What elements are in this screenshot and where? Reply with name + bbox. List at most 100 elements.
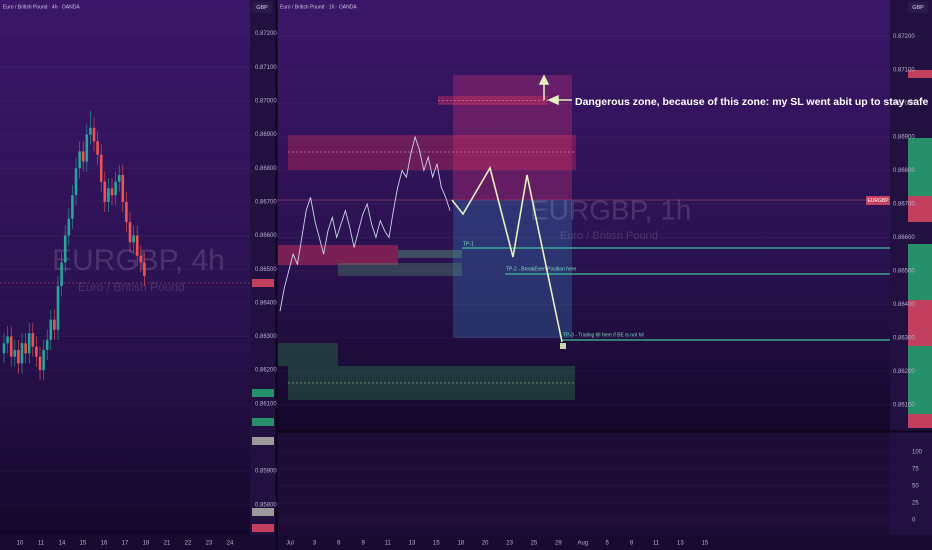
watermark: EURGBP, 1h [530,194,691,225]
y-tick-label: 0.86200 [255,368,277,374]
candle-body [2,343,6,354]
y-tick-label: 0.86500 [893,269,915,275]
candle-body [38,356,42,371]
candle-body [110,188,114,196]
candle-body [35,346,38,357]
y-tick-label: 0.87100 [255,65,277,71]
candle-body [42,349,45,371]
candle-body [114,181,117,196]
price-tag [908,70,932,78]
candle-body [89,127,92,135]
x-tick-label: 15 [433,541,440,547]
y-tick-label: 0.85800 [255,502,277,508]
right-pane [277,0,890,430]
arrow-left [547,94,572,106]
annotation: Dangerous zone, because of this zone: my… [575,96,929,108]
price-tags [252,70,932,532]
y-tick-label: 0.86400 [893,302,915,308]
candle-body [74,168,78,196]
candle-body [85,134,89,162]
watermark-sub: Euro / British Pound [78,280,185,294]
y-tick-label: 0.86900 [255,132,277,138]
candle-body [27,333,31,354]
y-tick-label: 0.86600 [255,233,277,239]
x-tick-label: 10 [17,541,24,547]
candle-body [128,222,132,243]
y-tick-label: 0.86300 [255,334,277,340]
price-tag [908,414,932,428]
candle-body [143,262,146,276]
y-tick-label: 0.87000 [255,99,277,105]
candle-body [121,174,125,202]
price-tag [908,244,932,300]
candle-body [31,333,35,347]
x-tick-label: 6 [337,541,341,547]
candle-body [45,339,49,350]
supply-zone [278,245,398,265]
x-tick-label: 23 [506,541,513,547]
x-tick-label: 20 [482,541,489,547]
candle-body [81,151,85,162]
supply-zone [288,135,576,170]
time-axis [0,535,932,550]
candle-body [6,336,9,344]
x-tick-label: 24 [227,541,234,547]
candle-body [139,255,143,263]
x-tick-label: Aug [577,541,588,547]
target-zone [453,200,572,338]
x-tick-label: 16 [101,541,108,547]
candle-body [117,174,121,182]
x-tick-label: 23 [206,541,213,547]
x-tick-label: 9 [362,541,366,547]
price-tag [908,300,932,346]
price-tag [908,346,932,414]
left-axis [250,0,276,535]
currency-box [908,2,928,13]
candle-body [96,141,99,155]
y-tick-label: 0.86600 [893,235,915,241]
price-tag [252,389,274,397]
candle-body [92,127,96,142]
y-tick-label: 0.87200 [893,34,915,40]
x-tick-label: 18 [143,541,150,547]
price-tag [252,437,274,445]
osc-tick-label: 0 [912,518,916,524]
candle-body [9,336,13,357]
candle-body [99,154,103,182]
x-tick-label: 5 [606,541,610,547]
arrow-up [538,74,550,100]
y-tick-label: 0.86900 [893,135,915,141]
candle-body [107,188,110,202]
x-tick-label: 17 [122,541,129,547]
candle-body [53,319,56,330]
symbol-tag [866,196,890,205]
symbol-tag-text: EURGBP [867,198,889,204]
x-tick-label: 3 [313,541,317,547]
y-tick-label: 0.87200 [255,31,277,37]
y-tick-label: 0.86300 [893,335,915,341]
osc-tick-label: 75 [912,467,919,473]
candle-body [103,181,107,202]
price-tag [252,524,274,532]
x-tick-label: 25 [531,541,538,547]
candle-body [135,235,139,256]
watermark-sub: Euro / British Pound [560,230,658,242]
candle-body [13,349,17,357]
annotation: TP-3 - Trailing till here if BE is not h… [563,332,644,338]
price-tag [252,279,274,287]
currency: GBP [256,5,268,11]
y-tick-label: 0.86700 [255,199,277,205]
demand-zone [338,263,462,276]
price-tag [252,418,274,426]
y-tick-label: 0.86700 [893,202,915,208]
y-tick-label: 0.86800 [893,168,915,174]
x-tick-label: 15 [80,541,87,547]
x-tick-label: 15 [701,541,708,547]
x-tick-label: 18 [457,541,464,547]
candle-body [132,235,135,243]
candle-body [71,195,74,219]
projection-path [451,165,563,343]
candle-body [49,319,53,340]
y-tick-label: 0.87100 [893,68,915,74]
y-tick-label: 0.86500 [255,267,277,273]
